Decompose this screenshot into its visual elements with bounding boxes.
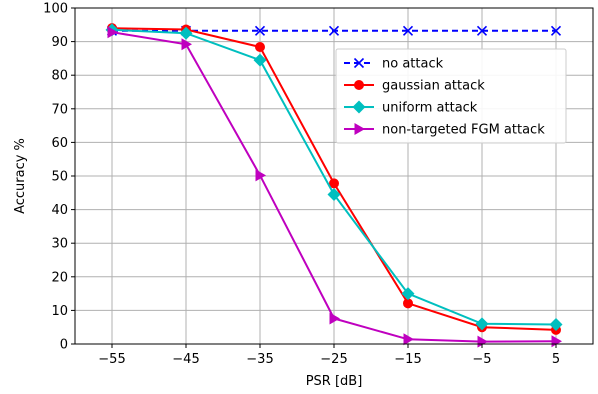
data-point-no-attack xyxy=(550,25,562,36)
x-tick-label: −25 xyxy=(320,352,347,367)
data-point-non-targeted-fgm-attack xyxy=(181,38,192,51)
legend-entry-non-targeted-fgm-attack: non-targeted FGM attack xyxy=(344,123,545,138)
y-axis-label: Accuracy % xyxy=(13,138,28,214)
x-tick-label: −45 xyxy=(172,352,199,367)
x-tick-label: −35 xyxy=(246,352,273,367)
legend-label: uniform attack xyxy=(382,101,478,116)
marker-stroke xyxy=(402,25,414,36)
data-point-non-targeted-fgm-attack xyxy=(107,26,118,39)
marker-stroke xyxy=(353,57,365,69)
plot-series xyxy=(105,23,563,348)
legend: no attack gaussian attack uniform attack no… xyxy=(335,48,567,144)
y-tick-label: 40 xyxy=(51,203,68,218)
y-tick-label: 70 xyxy=(51,102,68,117)
legend-entry-no-attack: no attack xyxy=(344,57,444,72)
x-tick-label: −5 xyxy=(472,352,491,367)
series-non-targeted-fgm-attack xyxy=(107,26,562,348)
legend-box xyxy=(335,48,567,144)
x-axis-label: PSR [dB] xyxy=(306,374,363,389)
data-point-non-targeted-fgm-attack xyxy=(477,335,488,348)
x-tick-label: −15 xyxy=(394,352,421,367)
y-tick-label: 30 xyxy=(51,237,68,252)
y-tick-label: 100 xyxy=(43,2,68,17)
y-tick-label: 60 xyxy=(51,136,68,151)
data-point-uniform-attack xyxy=(401,287,415,301)
data-point-uniform-attack xyxy=(253,53,267,67)
data-point-uniform-attack xyxy=(549,318,563,332)
data-point-gaussian-attack xyxy=(255,41,265,52)
y-tick-label: 10 xyxy=(51,304,68,319)
data-point-non-targeted-fgm-attack xyxy=(255,169,266,182)
legend-label: non-targeted FGM attack xyxy=(382,123,545,138)
y-tick-label: 0 xyxy=(60,338,68,353)
data-point-no-attack xyxy=(476,25,488,36)
data-point-no-attack xyxy=(402,25,414,36)
marker-stroke xyxy=(254,25,266,36)
data-point-no-attack xyxy=(328,25,340,36)
data-point-non-targeted-fgm-attack xyxy=(403,333,414,346)
data-point-no-attack xyxy=(254,25,266,36)
legend-marker xyxy=(353,57,365,69)
data-point-gaussian-attack xyxy=(329,178,339,189)
legend-marker xyxy=(354,123,365,135)
marker-stroke xyxy=(550,25,562,36)
data-point-non-targeted-fgm-attack xyxy=(551,335,562,348)
legend-marker xyxy=(354,80,364,90)
y-tick-label: 80 xyxy=(51,69,68,84)
legend-label: no attack xyxy=(382,57,444,72)
marker-stroke xyxy=(328,25,340,36)
legend-marker xyxy=(352,100,366,114)
y-tick-label: 20 xyxy=(51,270,68,285)
data-point-non-targeted-fgm-attack xyxy=(329,312,340,325)
x-tick-label: 5 xyxy=(552,352,560,367)
data-point-gaussian-attack xyxy=(403,298,413,309)
data-point-uniform-attack xyxy=(179,26,193,40)
data-point-uniform-attack xyxy=(475,317,489,331)
y-tick-label: 90 xyxy=(51,35,68,50)
marker-stroke xyxy=(476,25,488,36)
data-point-uniform-attack xyxy=(327,187,341,201)
legend-entry-uniform-attack: uniform attack xyxy=(344,100,478,116)
y-tick-label: 50 xyxy=(51,170,68,185)
legend-label: gaussian attack xyxy=(382,79,485,94)
legend-entry-gaussian-attack: gaussian attack xyxy=(344,79,485,94)
x-tick-label: −55 xyxy=(98,352,125,367)
